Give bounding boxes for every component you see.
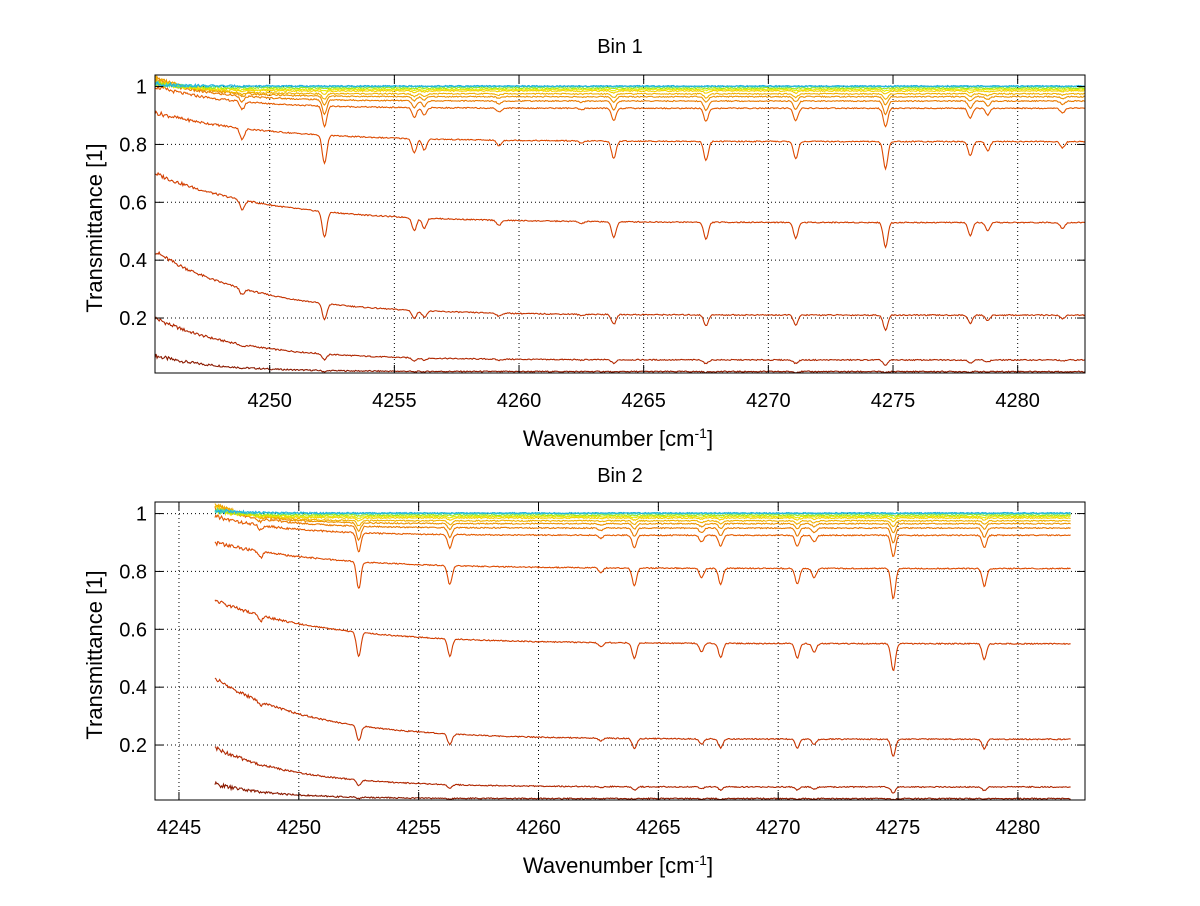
y-axis-label: Transmittance [1]	[82, 143, 107, 312]
x-axis-label: Wavenumber [cm-1]	[523, 852, 713, 878]
series-line	[154, 78, 1086, 116]
series-line	[154, 250, 1086, 332]
series-line	[154, 80, 1086, 89]
series-lines	[214, 503, 1071, 801]
series-line	[154, 78, 1086, 95]
series-line	[214, 508, 1071, 515]
series-line	[154, 81, 1086, 92]
x-tick-label: 4280	[996, 817, 1041, 839]
x-tick-label: 4265	[636, 817, 681, 839]
y-tick-label: 0.8	[119, 134, 147, 156]
y-tick-label: 0.4	[119, 677, 147, 699]
x-tick-label: 4255	[396, 817, 441, 839]
x-tick-label: 4250	[247, 390, 292, 412]
grid-lines	[155, 75, 1085, 373]
series-line	[154, 110, 1086, 171]
x-tick-label: 4275	[871, 390, 916, 412]
x-tick-label: 4270	[756, 817, 801, 839]
y-tick-label: 0.6	[119, 192, 147, 214]
series-line	[214, 503, 1071, 528]
x-tick-label: 4250	[277, 817, 322, 839]
y-tick-label: 1	[136, 504, 147, 526]
series-line	[154, 316, 1086, 366]
x-tick-label: 4270	[746, 390, 791, 412]
y-tick-label: 0.2	[119, 308, 147, 330]
series-line	[214, 540, 1071, 600]
axis-ticks: 4250 4255 4260 4265 4270 4275 4280 0.2 0.4 0.6 0.8…	[119, 75, 1085, 412]
series-line	[214, 504, 1071, 544]
y-axis-label: Transmittance [1]	[82, 570, 107, 739]
series-line	[154, 84, 1086, 129]
x-tick-label: 4260	[516, 817, 561, 839]
x-tick-label: 4275	[876, 817, 921, 839]
series-line	[154, 74, 1086, 100]
x-tick-label: 4255	[372, 390, 417, 412]
series-line	[154, 75, 1086, 106]
series-line	[214, 745, 1071, 794]
x-tick-label: 4260	[497, 390, 542, 412]
chart-title: Bin 2	[597, 465, 643, 487]
axes-box	[154, 74, 1086, 374]
y-tick-label: 1	[136, 77, 147, 99]
series-line	[214, 507, 1071, 518]
series-line	[214, 503, 1071, 534]
y-tick-label: 0.8	[119, 561, 147, 583]
series-line	[214, 514, 1071, 558]
series-line	[214, 508, 1071, 520]
x-tick-label: 4280	[995, 390, 1040, 412]
chart-title: Bin 1	[597, 36, 643, 58]
series-line	[214, 505, 1071, 523]
series-line	[154, 353, 1086, 374]
y-tick-label: 0.4	[119, 250, 147, 272]
series-line	[214, 677, 1071, 757]
series-line	[214, 780, 1071, 801]
x-tick-label: 4265	[621, 390, 666, 412]
y-tick-label: 0.6	[119, 619, 147, 641]
grid-lines	[155, 502, 1085, 800]
series-lines	[154, 74, 1086, 374]
panel-bin-2: Bin 2 4245 4250 4255 4260 4265 4270 4275 4280 0.…	[82, 465, 1086, 878]
series-line	[214, 599, 1071, 672]
y-tick-label: 0.2	[119, 735, 147, 757]
axis-ticks: 4245 4250 4255 4260 4265 4270 4275 4280 0.2 0.4 0.…	[119, 502, 1085, 839]
axes-box	[154, 501, 1086, 801]
x-tick-label: 4245	[157, 817, 202, 839]
x-axis-label: Wavenumber [cm-1]	[523, 425, 713, 451]
panel-bin-1: Bin 1 4250 4255 4260 4265 4270 4275 4280 0.2 0.4…	[82, 36, 1086, 451]
series-line	[154, 171, 1086, 249]
